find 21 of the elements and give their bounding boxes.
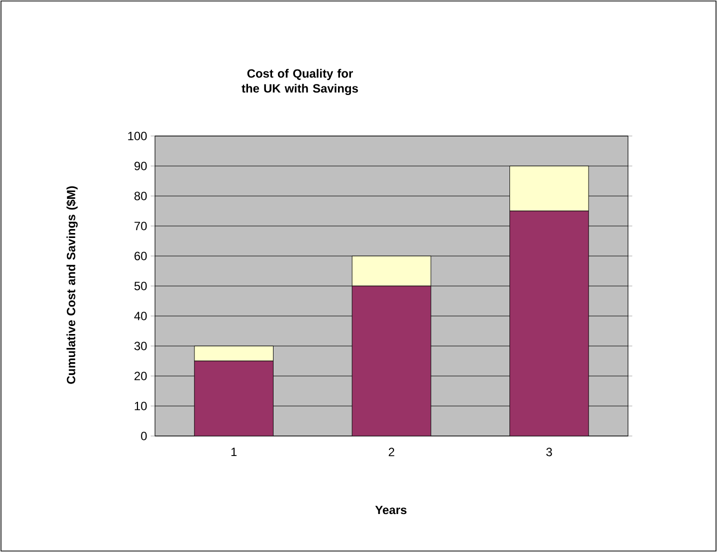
bar [194, 360, 274, 436]
y-tick-label: 50 [134, 282, 147, 290]
y-tick-label: 10 [134, 402, 147, 410]
bar [352, 286, 432, 436]
y-axis-title: Cumulative Cost and Savings ($M) [66, 186, 78, 384]
bar [352, 256, 432, 286]
chart-title: Cost of Quality for the UK with Savings [242, 68, 358, 96]
y-tick-label: 90 [134, 162, 147, 170]
y-tick-label: 20 [134, 372, 147, 380]
bar [510, 210, 589, 436]
y-tick-label: 100 [128, 132, 147, 140]
y-tick-label: 80 [134, 192, 147, 200]
x-tick-label: 1 [231, 448, 237, 456]
y-tick-label: 40 [134, 312, 147, 320]
y-tick-label: 70 [134, 222, 147, 230]
x-axis-title: Years [375, 506, 406, 514]
y-tick-label: 0 [141, 432, 147, 440]
x-tick-label: 3 [546, 448, 552, 456]
y-tick-label: 30 [134, 342, 147, 350]
y-tick-label: 60 [134, 252, 147, 260]
x-tick-label: 2 [388, 448, 394, 456]
